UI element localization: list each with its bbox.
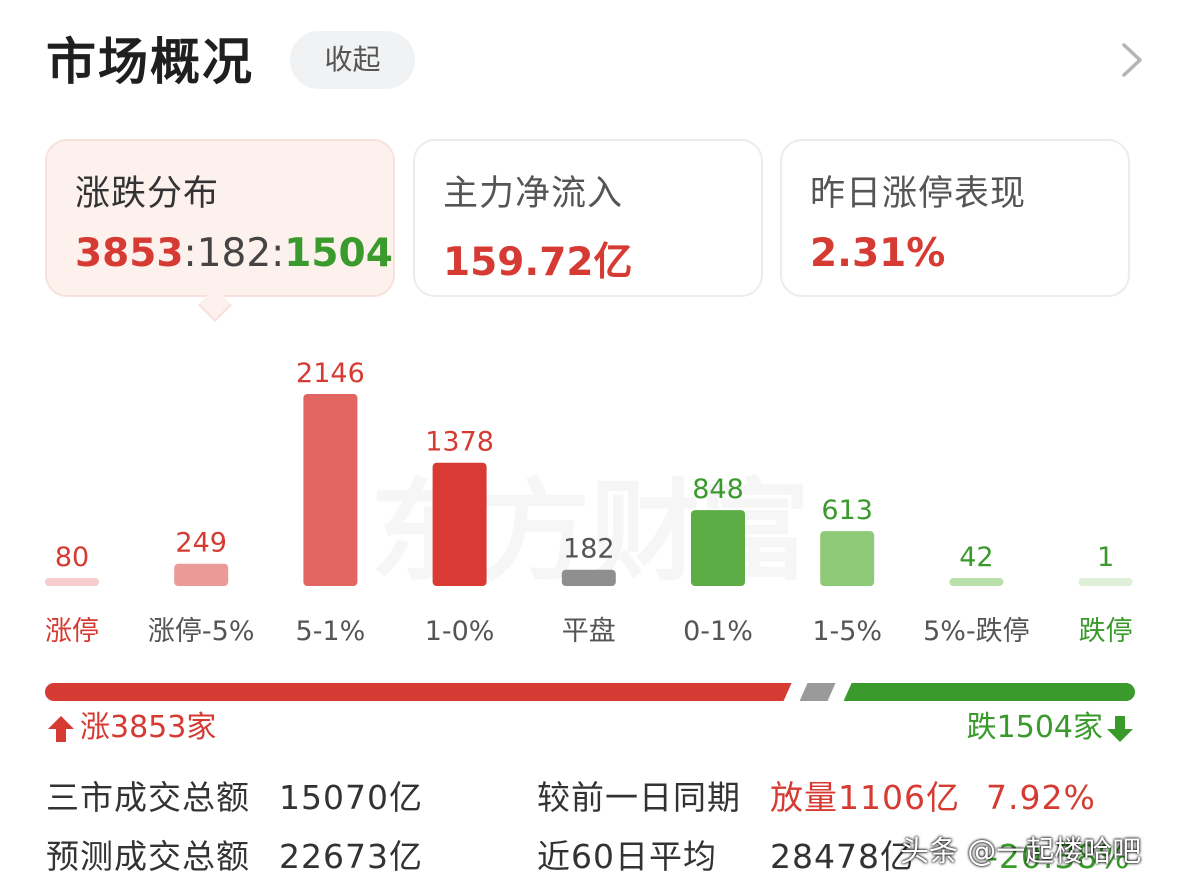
up-count: 3853: [75, 231, 184, 276]
category-label: 1-0%: [425, 616, 495, 647]
compare-prev-day-label: 较前一日同期: [537, 778, 741, 817]
category-label: 涨停: [45, 616, 99, 647]
bar-value-label: 848: [692, 474, 744, 505]
page-title: 市场概况: [46, 33, 254, 91]
separator: :: [271, 231, 285, 276]
compare-prev-day-pct: 7.92%: [986, 778, 1096, 817]
bar-value-label: 42: [959, 542, 993, 573]
card-main-net-inflow[interactable]: 主力净流入 159.72亿: [413, 139, 763, 297]
bar-7: [949, 578, 1004, 586]
bar-3: [432, 462, 487, 586]
bar-value-label: 1378: [425, 427, 494, 458]
bar-2: [303, 394, 358, 586]
bar-value-label: 249: [175, 528, 227, 559]
card-value: 3853:182:1504: [75, 231, 393, 276]
down-total-label: 跌1504家: [966, 710, 1103, 745]
up-total-label: 涨3853家: [80, 710, 217, 745]
card-value: 2.31%: [810, 231, 946, 276]
distribution-bar-chart: 东方财富 80涨停249涨停-5%21465-1%13781-0%182平盘84…: [45, 358, 1133, 647]
category-label: 涨停-5%: [148, 616, 255, 647]
bar-value-label: 613: [821, 495, 873, 526]
total-turnover-value: 15070亿: [279, 778, 423, 817]
chevron-right-icon[interactable]: [1118, 42, 1146, 78]
bar-8: [1078, 578, 1133, 586]
bar-value-label: 1: [1097, 542, 1114, 573]
breadth-up-segment: [45, 683, 792, 701]
category-label: 跌停: [1079, 616, 1133, 647]
card-advance-decline[interactable]: 涨跌分布 3853:182:1504: [45, 139, 395, 297]
bar-5: [691, 510, 745, 586]
forecast-turnover-label: 预测成交总额: [46, 837, 250, 876]
bar-value-label: 2146: [296, 358, 365, 389]
category-label: 5%-跌停: [923, 616, 1030, 647]
forecast-turnover-value: 22673亿: [279, 837, 423, 876]
separator: :: [183, 231, 197, 276]
breadth-down-segment: [843, 683, 1135, 701]
avg-60day-label: 近60日平均: [537, 837, 717, 876]
down-count: 1504: [284, 231, 393, 276]
card-title: 涨跌分布: [75, 174, 220, 214]
bar-6: [820, 531, 875, 586]
category-label: 1-5%: [812, 616, 882, 647]
card-yesterday-limit-up[interactable]: 昨日涨停表现 2.31%: [780, 139, 1130, 297]
breadth-flat-segment: [799, 683, 836, 701]
bar-1: [174, 563, 229, 586]
flat-count: 182: [196, 231, 272, 276]
card-title: 主力净流入: [443, 174, 624, 214]
collapse-button[interactable]: 收起: [290, 31, 415, 89]
bar-0: [45, 578, 99, 586]
compare-prev-day-value: 放量1106亿: [770, 778, 960, 817]
card-value: 159.72亿: [443, 240, 633, 285]
arrow-up-icon: [48, 716, 74, 742]
category-label: 0-1%: [683, 616, 753, 647]
category-label: 平盘: [562, 616, 616, 647]
breadth-bar: [45, 683, 1135, 701]
bar-value-label: 182: [563, 534, 615, 565]
footer-watermark: 头条 @一起楼哈吧: [900, 834, 1142, 868]
card-title: 昨日涨停表现: [810, 174, 1027, 214]
arrow-down-icon: [1107, 716, 1133, 742]
category-label: 5-1%: [296, 616, 366, 647]
bar-4: [561, 569, 616, 586]
total-turnover-label: 三市成交总额: [46, 778, 250, 817]
avg-60day-pct: -20.38%: [986, 837, 1131, 876]
avg-60day-value: 28478亿: [770, 837, 914, 876]
bar-value-label: 80: [55, 542, 89, 573]
